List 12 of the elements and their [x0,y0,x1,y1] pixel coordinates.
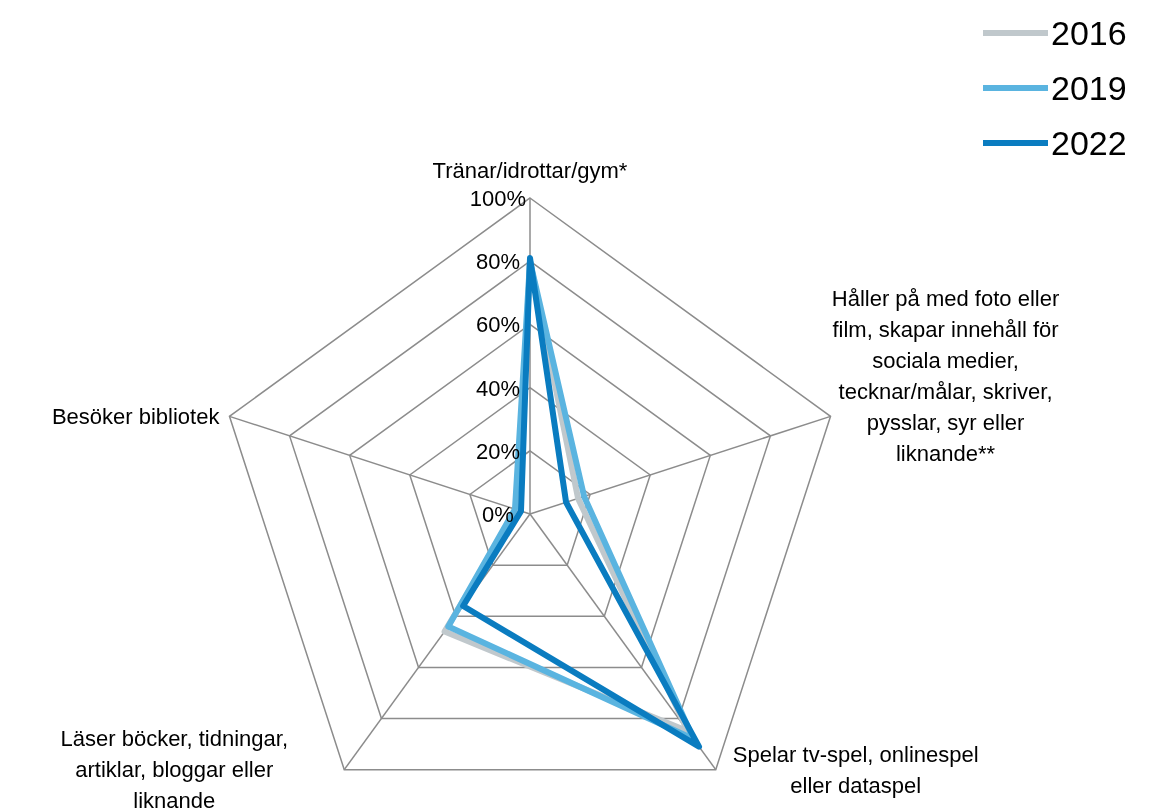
spoke-label: Tränar/idrottar/gym* [432,158,628,183]
spoke-label: Spelar tv-spel, onlinespel eller dataspel [732,741,979,798]
y-tick-label: 100% [469,186,527,211]
y-tick-label: 40% [475,375,521,401]
y-tick-label: 60% [475,312,521,338]
y-tick-label: 80% [475,249,521,275]
legend-label: 2016 [1051,14,1127,52]
spoke-label: Håller på med foto eller film, skapar innehåll för sociala medier, tecknar/målar, skriver, pysslar, syr eller liknande** [831,286,1060,467]
spoke-label: Besöker bibliotek [51,404,221,430]
spoke-label: Läser böcker, tidningar, artiklar, bloggar eller liknande [60,725,288,809]
legend-label: 2022 [1051,124,1127,162]
legend-label: 2019 [1051,69,1127,107]
